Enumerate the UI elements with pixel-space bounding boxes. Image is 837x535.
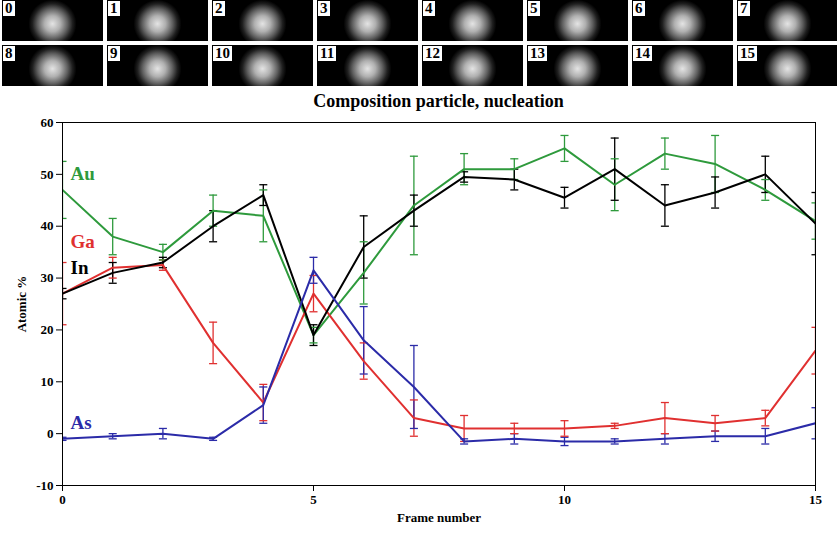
html-text:1: 1 [110, 0, 118, 16]
svg-text:Ga: Ga [71, 231, 96, 252]
svg-text:Au: Au [71, 163, 96, 184]
html-text:0: 0 [5, 0, 13, 16]
html-text:6: 6 [635, 0, 643, 16]
svg-text:In: In [71, 257, 89, 278]
html-text:13: 13 [530, 45, 545, 61]
html-text:7: 7 [740, 0, 748, 16]
html-text:Composition particle, nucleati: Composition particle, nucleation [313, 91, 564, 111]
html-text:4: 4 [425, 0, 433, 16]
html-text:9: 9 [110, 45, 118, 61]
svg-text:50: 50 [41, 167, 54, 182]
svg-text:0: 0 [47, 426, 54, 441]
html-text:2: 2 [215, 0, 223, 16]
html-text:10: 10 [215, 45, 230, 61]
svg-text:As: As [71, 412, 92, 433]
svg-text:10: 10 [558, 492, 571, 507]
svg-text:40: 40 [41, 218, 54, 233]
html-text:5: 5 [530, 0, 538, 16]
html-text:11: 11 [320, 45, 335, 61]
html-text:3: 3 [320, 0, 328, 16]
svg-text:5: 5 [310, 492, 317, 507]
svg-text:20: 20 [41, 322, 54, 337]
html-text:12: 12 [425, 45, 440, 61]
svg-text:Atomic %: Atomic % [14, 276, 29, 333]
svg-text:10: 10 [41, 374, 54, 389]
svg-text:15: 15 [809, 492, 823, 507]
svg-text:30: 30 [41, 270, 54, 285]
html-text:8: 8 [5, 45, 13, 61]
svg-text:60: 60 [41, 115, 54, 130]
html-text:14: 14 [635, 45, 650, 61]
svg-text:Frame number: Frame number [397, 510, 481, 525]
html-text:15: 15 [740, 45, 755, 61]
svg-text:-10: -10 [36, 478, 53, 493]
svg-text:0: 0 [59, 492, 66, 507]
